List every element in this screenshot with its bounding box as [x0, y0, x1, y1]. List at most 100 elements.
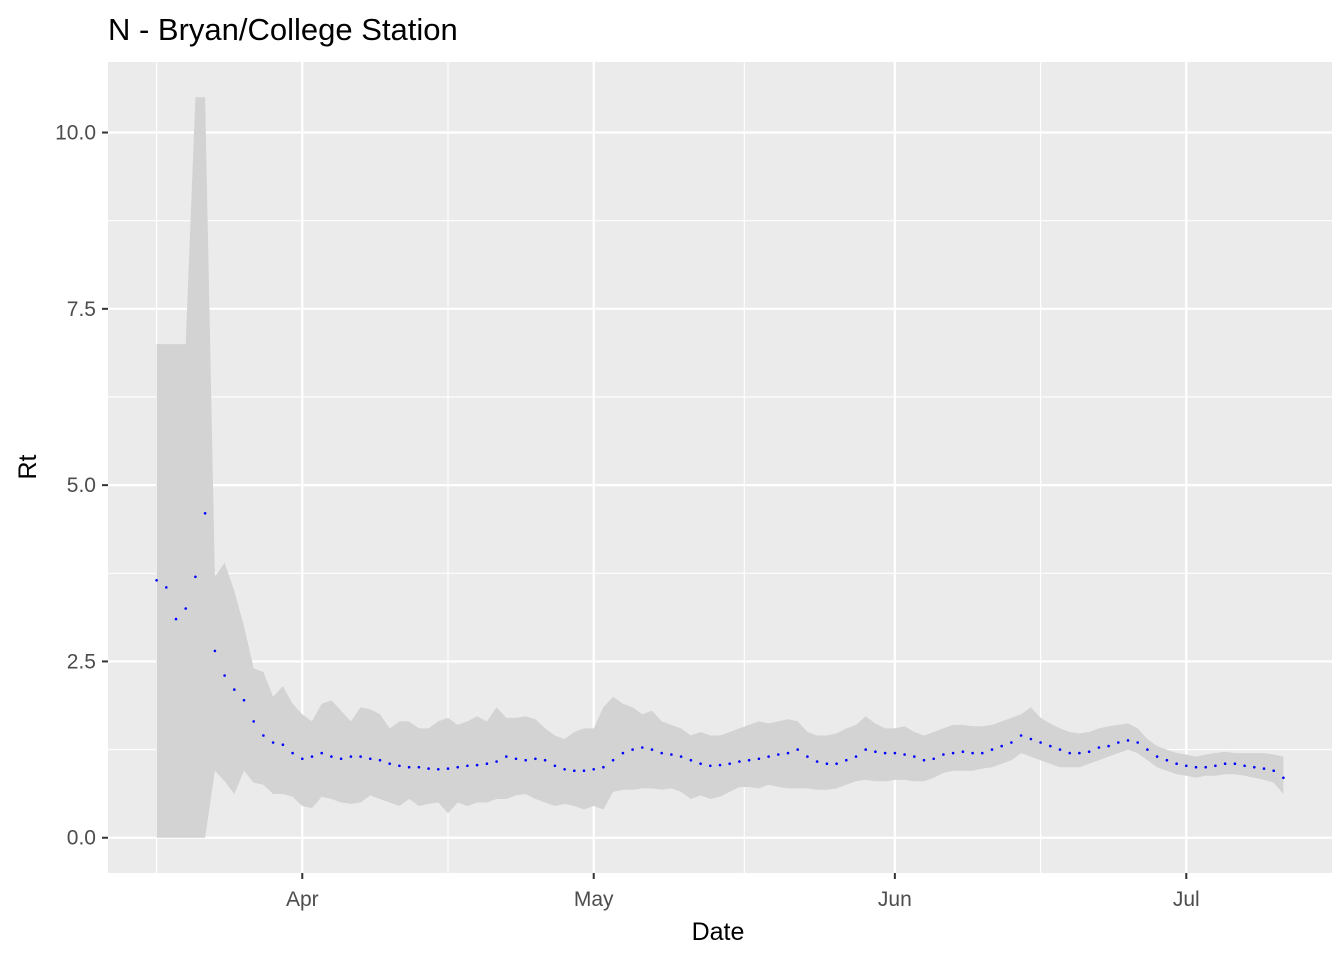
rt-point — [155, 579, 158, 582]
rt-point — [1107, 744, 1110, 748]
rt-point — [903, 753, 906, 756]
rt-point — [310, 755, 314, 758]
rt-point — [466, 764, 469, 768]
rt-point — [1185, 764, 1188, 768]
rt-point — [1097, 746, 1101, 749]
rt-point — [563, 768, 566, 771]
rt-point — [806, 755, 809, 758]
rt-point — [1136, 741, 1139, 744]
rt-point — [961, 750, 965, 753]
rt-point — [485, 762, 489, 765]
rt-point — [1087, 750, 1091, 753]
rt-point — [1010, 741, 1013, 744]
rt-point — [1000, 744, 1003, 748]
rt-point — [1049, 744, 1052, 748]
rt-point — [611, 758, 615, 762]
chart-title: N - Bryan/College Station — [108, 12, 458, 47]
rt-point — [543, 758, 547, 762]
rt-point — [796, 748, 799, 751]
rt-point — [573, 769, 576, 772]
rt-point — [1194, 765, 1198, 769]
rt-point — [854, 755, 858, 758]
rt-point — [203, 512, 207, 515]
rt-point — [475, 763, 479, 767]
rt-point — [874, 750, 877, 753]
rt-point — [281, 743, 285, 746]
rt-point — [1068, 751, 1071, 755]
rt-point — [252, 720, 255, 723]
rt-point — [1272, 769, 1275, 772]
rt-point — [1214, 764, 1217, 768]
rt-point — [990, 748, 994, 751]
rt-point — [524, 758, 527, 762]
rt-point — [1117, 741, 1120, 744]
rt-point — [981, 751, 984, 755]
x-tick-label: Jun — [878, 888, 912, 911]
rt-point — [1019, 734, 1023, 737]
rt-point — [602, 765, 605, 769]
rt-point — [446, 767, 450, 770]
rt-point — [213, 649, 217, 653]
grid-major — [108, 62, 1332, 873]
rt-point — [592, 768, 595, 771]
x-axis: Apr May Jun Jul — [286, 873, 1200, 911]
rt-point — [660, 751, 663, 755]
rt-point — [1058, 748, 1062, 751]
rt-point — [650, 748, 654, 751]
rt-point — [378, 758, 382, 762]
rt-point — [913, 755, 916, 758]
rt-point — [815, 760, 819, 763]
rt-point — [262, 734, 265, 737]
rt-point — [495, 760, 498, 763]
rt-point — [339, 757, 343, 761]
rt-point — [1243, 764, 1246, 768]
x-tick-label: May — [574, 888, 614, 911]
rt-point — [242, 698, 246, 702]
rt-point — [534, 757, 537, 761]
rt-point — [359, 755, 362, 758]
rt-point — [747, 758, 751, 762]
rt-point — [621, 751, 625, 755]
rt-point — [505, 755, 508, 758]
rt-point — [184, 607, 187, 610]
rt-point — [670, 753, 673, 756]
rt-point — [388, 762, 392, 765]
rt-point — [971, 751, 974, 755]
rt-point — [223, 674, 226, 677]
rt-point — [369, 757, 372, 761]
rt-point — [1262, 767, 1266, 770]
rt-point — [271, 741, 275, 744]
rt-point — [553, 764, 557, 768]
confidence-ribbon — [156, 97, 1284, 838]
rt-point — [398, 764, 401, 768]
rt-point — [679, 755, 683, 758]
rt-point — [631, 748, 634, 751]
y-tick-label: 7.5 — [67, 298, 96, 321]
rt-point — [1175, 762, 1178, 765]
rt-point — [932, 757, 935, 761]
rt-point — [738, 760, 741, 763]
rt-point — [407, 765, 411, 769]
rt-point — [893, 751, 897, 755]
x-axis-title: Date — [692, 918, 745, 946]
rt-point — [1039, 741, 1042, 744]
rt-point — [1126, 739, 1130, 742]
y-tick-label: 0.0 — [67, 827, 96, 850]
rt-point — [1078, 751, 1081, 755]
y-axis-title: Rt — [14, 454, 42, 479]
rt-point — [301, 757, 304, 761]
x-tick-label: Jul — [1173, 888, 1200, 911]
rt-point — [641, 746, 644, 749]
rt-point — [1223, 762, 1227, 765]
rt-point — [709, 764, 712, 768]
rt-point — [1282, 776, 1285, 780]
rt-point — [786, 751, 790, 755]
rt-point — [165, 586, 168, 589]
rt-points — [155, 512, 1285, 780]
x-tick-label: Apr — [286, 888, 319, 911]
rt-point — [922, 758, 926, 762]
rt-point — [582, 769, 586, 772]
rt-point — [1155, 755, 1159, 758]
rt-point — [330, 755, 333, 758]
